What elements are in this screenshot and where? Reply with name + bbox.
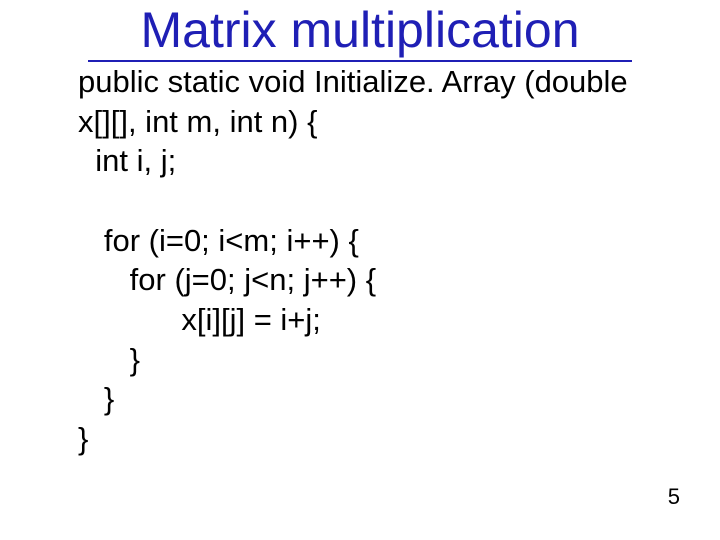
slide: Matrix multiplication public static void… <box>0 0 720 540</box>
slide-title: Matrix multiplication <box>0 4 720 57</box>
page-number: 5 <box>668 484 680 510</box>
code-block: public static void Initialize. Array (do… <box>78 62 628 459</box>
